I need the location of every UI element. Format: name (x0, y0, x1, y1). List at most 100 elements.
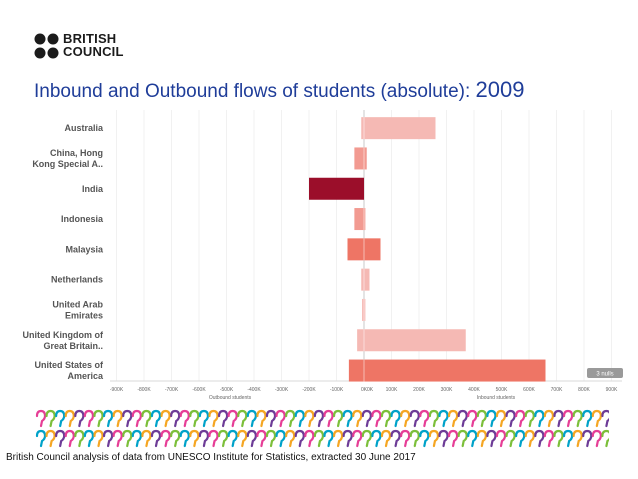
pattern-swirl (304, 429, 315, 448)
x-tick-label: 900K (606, 387, 618, 393)
x-tick-label: 200K (413, 387, 425, 393)
pattern-swirl (371, 429, 382, 448)
pattern-swirl (170, 429, 181, 448)
x-tick-label: -100K (330, 387, 344, 393)
pattern-swirl (35, 409, 47, 428)
pattern-swirl (572, 409, 583, 428)
logo-wordmark: BRITISH COUNCIL (63, 32, 124, 58)
pattern-swirl (562, 429, 574, 448)
pattern-swirl (313, 409, 325, 428)
pattern-swirl (208, 429, 219, 448)
category-label: Malaysia (65, 244, 104, 254)
pattern-swirl (543, 429, 555, 448)
pattern-swirl (409, 409, 420, 428)
title-year: 2009 (475, 77, 525, 102)
pattern-swirl (304, 409, 315, 428)
pattern-swirl (294, 429, 305, 448)
pattern-swirl (400, 429, 411, 448)
pattern-swirl (515, 429, 526, 448)
pattern-swirl (102, 429, 114, 448)
pattern-swirl (361, 429, 372, 448)
page-title: Inbound and Outbound flows of students (… (34, 77, 524, 103)
pattern-swirl (467, 429, 478, 448)
pattern-swirl (524, 409, 535, 428)
pattern-swirl (198, 429, 210, 448)
pattern-swirl (438, 409, 449, 428)
student-flows-chart: Australia China, Hong Kong Special A.. Indi… (23, 110, 623, 401)
pattern-swirl (122, 409, 133, 428)
pattern-swirl (601, 429, 609, 448)
pattern-swirl (227, 409, 238, 428)
pattern-swirl (486, 409, 497, 428)
pattern-swirl (505, 429, 516, 448)
pattern-swirl (390, 409, 401, 428)
pattern-swirl (150, 409, 162, 428)
x-axis-title-inbound: Inbound students (477, 395, 516, 401)
pattern-swirl (495, 429, 507, 448)
pattern-swirl (64, 409, 75, 428)
pattern-swirl (467, 409, 478, 428)
pattern-swirl (572, 429, 583, 448)
pattern-swirl (591, 409, 602, 428)
x-tick-label: -600K (192, 387, 206, 393)
pattern-swirl (476, 409, 487, 428)
pattern-swirl (83, 429, 95, 448)
pattern-swirl (45, 429, 56, 448)
pattern-swirl (256, 429, 267, 448)
pattern-swirl (562, 409, 574, 428)
x-tick-label: 500K (496, 387, 508, 393)
x-tick-label: -700K (165, 387, 179, 393)
pattern-swirl (170, 409, 181, 428)
pattern-swirl (342, 429, 353, 448)
pattern-swirl (83, 409, 95, 428)
pattern-swirl (380, 409, 392, 428)
pattern-swirl (582, 409, 593, 428)
pattern-swirl (93, 429, 104, 448)
pattern-swirl (361, 409, 372, 428)
pattern-swirl (74, 429, 85, 448)
pattern-swirl (275, 409, 286, 428)
pattern-swirl (55, 429, 66, 448)
bar (357, 329, 466, 352)
pattern-swirl (553, 429, 564, 448)
pattern-swirl (74, 409, 85, 428)
category-label: Indonesia (61, 214, 104, 224)
x-tick-label: -300K (275, 387, 289, 393)
pattern-swirl (332, 429, 344, 448)
category-label: Australia (64, 123, 104, 133)
pattern-swirl (265, 409, 277, 428)
x-tick-label: -900K (110, 387, 124, 393)
logo-line-1: BRITISH (63, 31, 117, 46)
category-label: United Kingdom of Great Britain.. (23, 330, 104, 351)
british-council-logo (34, 33, 59, 59)
pattern-swirl (371, 409, 382, 428)
pattern-swirl (45, 409, 56, 428)
pattern-swirl (93, 409, 104, 428)
pattern-swirl (524, 429, 535, 448)
pattern-swirl (198, 409, 210, 428)
x-tick-label: -500K (220, 387, 234, 393)
pattern-swirl (285, 409, 296, 428)
pattern-swirl (409, 429, 420, 448)
logo-line-2: COUNCIL (63, 44, 124, 59)
pattern-swirl (237, 409, 248, 428)
pattern-swirl (447, 409, 459, 428)
x-axis-title-outbound: Outbound students (209, 395, 252, 401)
pattern-swirl (160, 409, 171, 428)
pattern-swirl (55, 409, 66, 428)
decorative-pattern-strip (35, 409, 609, 448)
pattern-swirl (122, 429, 133, 448)
pattern-swirl (217, 429, 229, 448)
source-note: British Council analysis of data from UN… (6, 452, 416, 463)
pattern-swirl (141, 409, 152, 428)
x-tick-label: 800K (578, 387, 590, 393)
pattern-swirl (246, 409, 257, 428)
x-tick-label: 0K (361, 387, 368, 393)
pattern-swirl (390, 429, 401, 448)
bar (348, 359, 546, 382)
pattern-swirl (428, 409, 440, 428)
pattern-swirl (189, 409, 200, 428)
pattern-swirl (64, 429, 75, 448)
title-main: Inbound and Outbound flows of students (… (34, 81, 465, 102)
x-tick-label: 700K (551, 387, 563, 393)
